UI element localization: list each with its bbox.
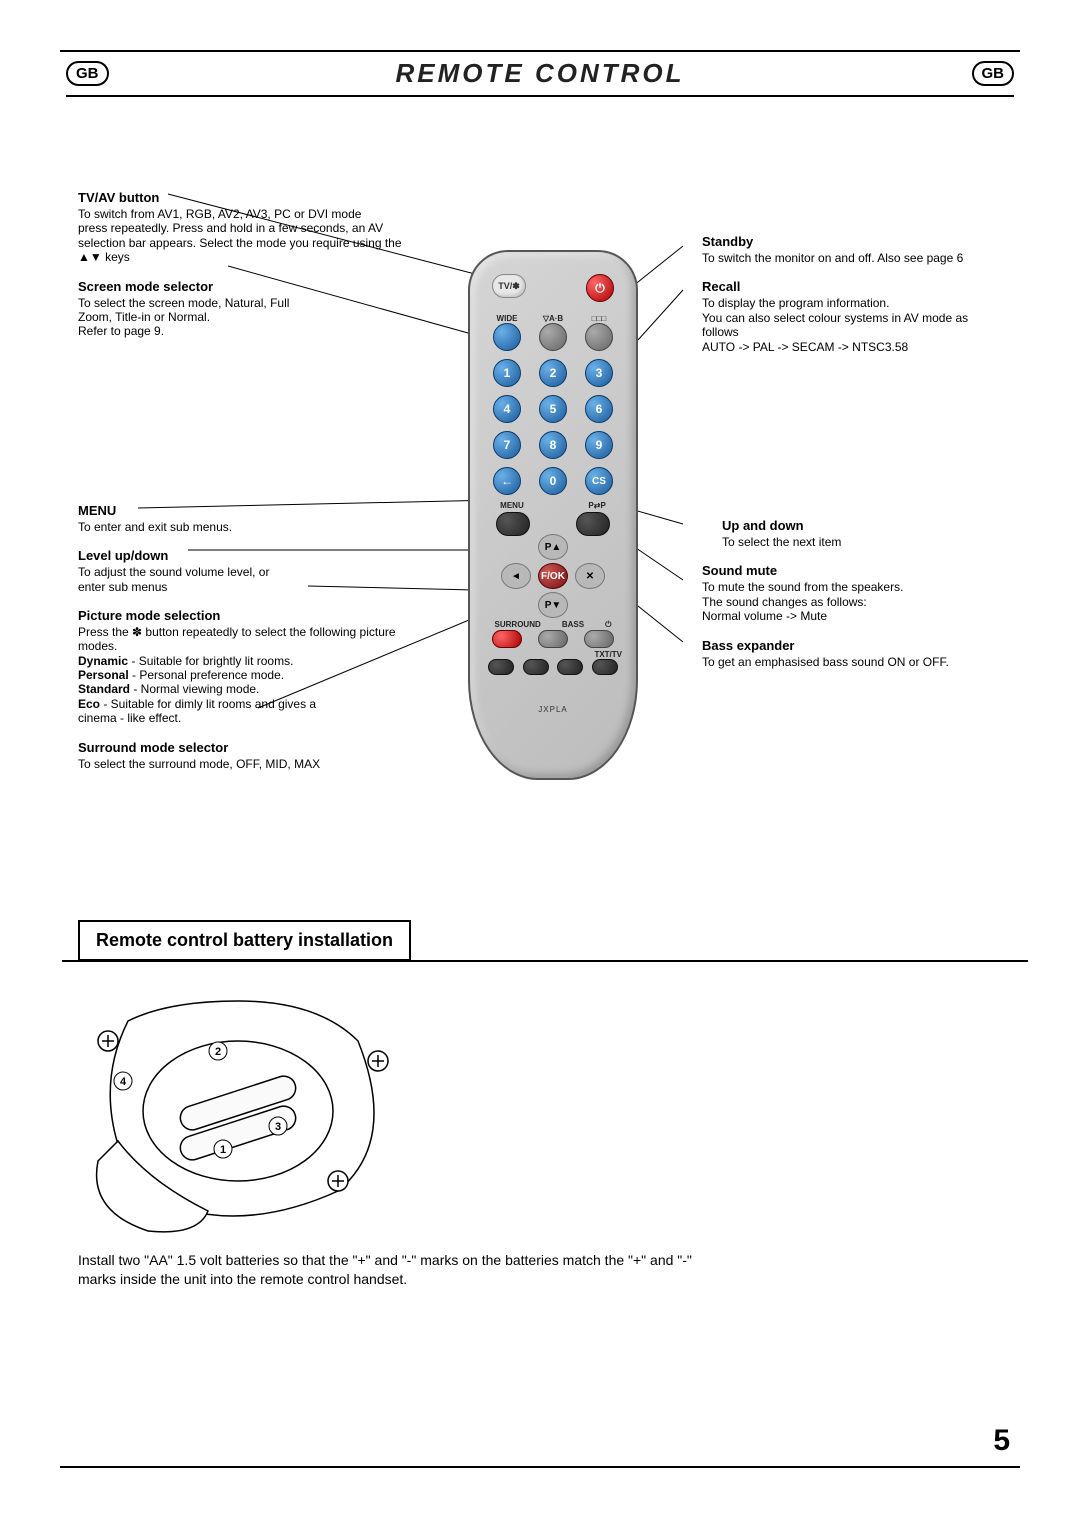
step-4: 4 (120, 1076, 127, 1088)
txttv-label: TXT/TV (594, 650, 622, 659)
step-3: 3 (275, 1121, 281, 1133)
anno-screen: Screen mode selector To select the scree… (78, 279, 418, 339)
menu-button-icon (496, 512, 530, 536)
anno-bass-title: Bass expander (702, 638, 1002, 653)
lower-btn-3 (557, 659, 583, 675)
mute-label: ⏻ (605, 620, 611, 630)
right-annotations: Standby To switch the monitor on and off… (702, 190, 1002, 683)
nav-ring: P▲ P▼ ◄ ✕ F/OK (493, 536, 613, 616)
vab-label: ▽A·B (539, 314, 567, 323)
bass-button-icon (538, 630, 568, 648)
anno-recall-body: To display the program information. You … (702, 296, 1002, 354)
anno-standby-title: Standby (702, 234, 1002, 249)
anno-picmode-intro: Press the ✽ button repeatedly to select … (78, 625, 396, 653)
tvav-button-icon: TV/✽ (492, 274, 526, 298)
nav-ok-icon: F/OK (538, 563, 568, 589)
battery-illustration: 1 2 3 4 (78, 981, 418, 1241)
anno-surround-body: To select the surround mode, OFF, MID, M… (78, 757, 418, 771)
page-title: REMOTE CONTROL (109, 58, 972, 89)
picmode-row: Dynamic - Suitable for brightly lit room… (78, 654, 293, 668)
wide-button-icon (493, 323, 521, 351)
anno-level: Level up/down To adjust the sound volume… (78, 548, 418, 594)
pp-button-icon (576, 512, 610, 536)
picmode-row: Standard - Normal viewing mode. (78, 682, 259, 696)
digit-6: 6 (585, 395, 613, 423)
anno-picmode-body: Press the ✽ button repeatedly to select … (78, 625, 418, 726)
mute-button-icon (584, 630, 614, 648)
page-header: GB REMOTE CONTROL GB (66, 58, 1014, 97)
cs-button-icon: CS (585, 467, 613, 495)
anno-tvav: TV/AV button To switch from AV1, RGB, AV… (78, 190, 418, 265)
digit-1: 1 (493, 359, 521, 387)
anno-updown: Up and down To select the next item (702, 518, 1002, 549)
back-button-icon: ← (493, 467, 521, 495)
digit-3: 3 (585, 359, 613, 387)
battery-instructions: Install two "AA" 1.5 volt batteries so t… (78, 1251, 718, 1289)
anno-tvav-body: To switch from AV1, RGB, AV2, AV3, PC or… (78, 207, 418, 265)
lower-btn-1 (488, 659, 514, 675)
digit-0: 0 (539, 467, 567, 495)
anno-updown-title: Up and down (722, 518, 1002, 533)
anno-screen-title: Screen mode selector (78, 279, 418, 294)
digit-9: 9 (585, 431, 613, 459)
digit-8: 8 (539, 431, 567, 459)
nav-right-icon: ✕ (575, 563, 605, 589)
anno-menu: MENU To enter and exit sub menus. (78, 503, 418, 534)
anno-picmode: Picture mode selection Press the ✽ butto… (78, 608, 418, 726)
nav-down-icon: P▼ (538, 592, 568, 618)
anno-mute: Sound mute To mute the sound from the sp… (702, 563, 1002, 623)
anno-surround-title: Surround mode selector (78, 740, 418, 755)
nav-left-icon: ◄ (501, 563, 531, 589)
menu-label: MENU (500, 501, 524, 510)
digit-4: 4 (493, 395, 521, 423)
anno-surround: Surround mode selector To select the sur… (78, 740, 418, 771)
step-1: 1 (220, 1144, 226, 1156)
remote-control-illustration: TV/✽ ⏻ WIDE ▽A·B □□□ 123 456 789 ← 0 CS ME… (468, 250, 638, 780)
picmode-row: Eco - Suitable for dimly lit rooms and g… (78, 697, 316, 725)
anno-level-title: Level up/down (78, 548, 418, 563)
anno-bass: Bass expander To get an emphasised bass … (702, 638, 1002, 669)
anno-mute-body: To mute the sound from the speakers. The… (702, 580, 1002, 623)
anno-recall: Recall To display the program informatio… (702, 279, 1002, 354)
wide-label: WIDE (493, 314, 521, 323)
bass-label: BASS (562, 620, 584, 630)
digit-5: 5 (539, 395, 567, 423)
anno-standby-body: To switch the monitor on and off. Also s… (702, 251, 1002, 265)
lower-btn-2 (523, 659, 549, 675)
left-annotations: TV/AV button To switch from AV1, RGB, AV… (78, 190, 418, 785)
battery-title: Remote control battery installation (78, 920, 411, 961)
anno-menu-title: MENU (78, 503, 418, 518)
anno-picmode-title: Picture mode selection (78, 608, 418, 623)
gb-badge-left: GB (66, 61, 109, 86)
anno-menu-body: To enter and exit sub menus. (78, 520, 418, 534)
anno-bass-body: To get an emphasised bass sound ON or OF… (702, 655, 1002, 669)
surround-button-icon (492, 630, 522, 648)
picmode-row: Personal - Personal preference mode. (78, 668, 284, 682)
anno-mute-title: Sound mute (702, 563, 1002, 578)
txttv-button-icon (592, 659, 618, 675)
anno-recall-title: Recall (702, 279, 1002, 294)
page-number: 5 (993, 1424, 1010, 1458)
digit-7: 7 (493, 431, 521, 459)
battery-section: Remote control battery installation 1 2 (78, 920, 498, 1289)
remote-annotation-area: TV/AV button To switch from AV1, RGB, AV… (78, 190, 1002, 810)
pp-label: P⇄P (588, 501, 605, 510)
anno-tvav-title: TV/AV button (78, 190, 418, 205)
vab-button-icon (539, 323, 567, 351)
anno-level-body: To adjust the sound volume level, or ent… (78, 565, 418, 594)
digit-2: 2 (539, 359, 567, 387)
standby-button-icon: ⏻ (586, 274, 614, 302)
anno-screen-body: To select the screen mode, Natural, Full… (78, 296, 418, 339)
nav-up-icon: P▲ (538, 534, 568, 560)
surround-label: SURROUND (495, 620, 541, 630)
gb-badge-right: GB (972, 61, 1015, 86)
recall-label: □□□ (585, 314, 613, 323)
step-2: 2 (215, 1046, 221, 1058)
anno-standby: Standby To switch the monitor on and off… (702, 234, 1002, 265)
recall-button-icon (585, 323, 613, 351)
anno-updown-body: To select the next item (722, 535, 1002, 549)
remote-model-label: JXPLA (470, 705, 636, 714)
